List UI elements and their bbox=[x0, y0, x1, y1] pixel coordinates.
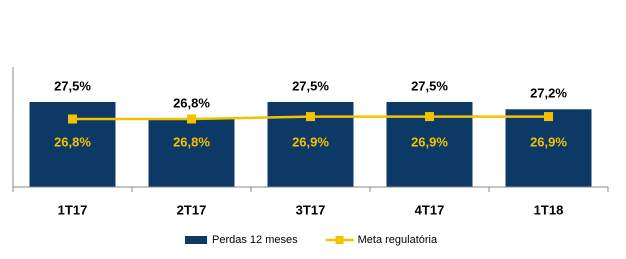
line-marker bbox=[187, 114, 196, 124]
bar-value-label: 27,5% bbox=[411, 78, 448, 93]
line-value-label: 26,8% bbox=[173, 134, 210, 149]
bar-value-label: 27,5% bbox=[54, 78, 91, 93]
line-marker bbox=[306, 112, 315, 122]
x-tick-label: 3T17 bbox=[296, 202, 326, 217]
bar-value-label: 27,5% bbox=[292, 78, 329, 93]
line-marker bbox=[425, 112, 434, 122]
bar bbox=[148, 119, 235, 187]
line-value-label: 26,8% bbox=[54, 134, 91, 149]
bar bbox=[505, 109, 592, 187]
bar-value-label: 27,2% bbox=[530, 86, 567, 101]
line-value-label: 26,9% bbox=[292, 134, 329, 149]
line-marker bbox=[544, 112, 553, 122]
x-tick-label: 1T18 bbox=[534, 202, 564, 217]
bar-value-label: 26,8% bbox=[173, 95, 210, 110]
x-tick-label: 1T17 bbox=[58, 202, 88, 217]
line-value-label: 26,9% bbox=[530, 134, 567, 149]
x-tick-label: 2T17 bbox=[177, 202, 207, 217]
legend-swatch bbox=[185, 236, 207, 244]
legend-label: Meta regulatória bbox=[358, 234, 438, 246]
legend-swatch bbox=[335, 236, 344, 244]
line-marker bbox=[68, 114, 77, 124]
legend-label: Perdas 12 meses bbox=[212, 234, 298, 246]
x-tick-label: 4T17 bbox=[415, 202, 445, 217]
line-value-label: 26,9% bbox=[411, 134, 448, 149]
